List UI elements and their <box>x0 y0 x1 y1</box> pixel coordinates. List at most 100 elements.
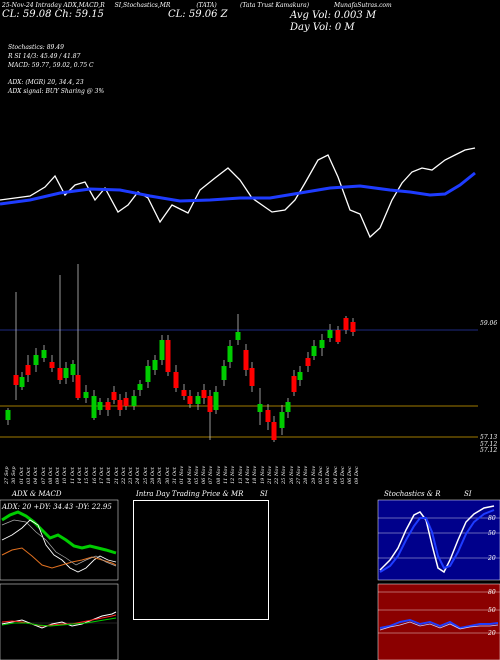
candle-body <box>305 358 311 366</box>
candle-body <box>207 396 213 412</box>
candle-body <box>63 368 69 378</box>
candle-body <box>25 365 31 375</box>
candle-body <box>291 376 297 392</box>
close-left: CL: 59.08 Ch: 59.15 <box>2 9 104 20</box>
price-tick-high: 59.06 <box>480 320 498 327</box>
date-label: 11 Oct <box>69 467 76 484</box>
chart-link-symbol[interactable]: (TATA) <box>196 2 217 9</box>
candle-body <box>265 410 271 422</box>
adx-signal-info: ADX signal: BUY Sharing @ 3% <box>8 88 105 95</box>
stoch-axis-20: 20 <box>488 555 496 562</box>
date-label: 17 Oct <box>98 467 105 484</box>
chart-link-intraday[interactable]: 25-Nov-24 Intraday <box>2 2 62 9</box>
adx-info: ADX: (MGR) 20, 34.4, 23 <box>8 79 84 86</box>
date-label: 28 Oct <box>150 467 156 484</box>
candle-body <box>83 392 89 398</box>
date-label: 06 Nov <box>201 465 208 484</box>
date-label: 27 Nov <box>296 465 302 484</box>
date-label: 08 Oct <box>47 467 54 484</box>
date-label: 15 Oct <box>84 467 91 484</box>
candle-body <box>5 410 11 420</box>
price-close: CL: 59.06 Z <box>168 9 228 20</box>
date-label: 22 Nov <box>274 465 281 484</box>
date-label: 07 Nov <box>208 465 215 484</box>
candle-body <box>13 375 19 385</box>
adx-panel-values: ADX: 20 +DY: 34.43 -DY: 22.95 <box>2 503 112 511</box>
rsi-axis-80: 80 <box>488 589 496 596</box>
price-tick-low3: 57.12 <box>480 447 498 454</box>
candle-body <box>335 330 341 342</box>
date-label: 04 Dec <box>332 466 339 484</box>
chart-link-adx[interactable]: ADX,MACD,R <box>63 2 105 9</box>
candle-body <box>70 364 76 375</box>
date-label: 04 Oct <box>33 467 40 484</box>
date-label: 25 Nov <box>281 465 288 484</box>
header-links: 25-Nov-24 Intraday ADX,MACD,R SI,Stochas… <box>2 2 217 9</box>
date-label: 31 Oct <box>171 467 178 484</box>
company-name: (Tata Trust Kamakura) <box>240 2 310 9</box>
candle-body <box>201 390 207 398</box>
date-label: 07 Oct <box>40 467 47 484</box>
candle-body <box>117 400 123 410</box>
intraday-panel-title: Intra Day Trading Price & MR <box>136 490 244 498</box>
macd-line <box>1 611 117 629</box>
date-label: 03 Oct <box>25 467 32 484</box>
candle-body <box>131 396 137 406</box>
stoch-panel-title: Stochastics & R <box>384 490 441 498</box>
date-label: 01 Nov <box>179 465 186 484</box>
date-label: 28 Nov <box>303 465 310 484</box>
candle-body <box>297 372 303 380</box>
price-tick-low2: 57.12 <box>480 441 498 448</box>
candle-body <box>173 372 179 388</box>
date-label: 25 Oct <box>142 467 149 484</box>
candle-body <box>159 340 165 360</box>
date-label: 05 Nov <box>193 465 200 484</box>
date-label: 06 Dec <box>347 466 354 484</box>
candle-body <box>49 362 55 368</box>
candle-body <box>350 322 356 332</box>
stoch-k-line <box>379 505 495 574</box>
stoch-axis-80: 80 <box>488 515 496 522</box>
candle-body <box>319 340 325 348</box>
date-label: 14 Oct <box>77 467 83 484</box>
rsi-signal-line <box>379 621 499 631</box>
candle-body <box>271 422 277 440</box>
date-label: 02 Dec <box>317 466 324 484</box>
candle-body <box>152 360 158 370</box>
candle-body <box>213 392 219 410</box>
price-tick-low1: 57.13 <box>480 434 498 441</box>
date-label: 01 Oct <box>18 467 25 484</box>
candle-body <box>97 402 103 410</box>
date-label: 11 Nov <box>223 465 229 484</box>
date-label: 14 Nov <box>244 465 251 484</box>
macd-signal-line <box>1 614 117 627</box>
date-label: 22 Oct <box>120 467 127 484</box>
date-label: 03 Dec <box>325 466 332 484</box>
date-label: 21 Nov <box>266 465 273 484</box>
rsi-line <box>379 618 499 630</box>
date-label: 30 Oct <box>164 467 171 484</box>
candle-body <box>195 396 201 404</box>
candle-body <box>343 318 349 330</box>
candle-body <box>257 404 263 412</box>
candle-body <box>311 346 317 356</box>
day-vol: Day Vol: 0 M <box>290 22 355 33</box>
rsi-panel-bg <box>377 583 500 660</box>
candle-body <box>145 366 151 382</box>
date-label: 29 Oct <box>157 467 164 484</box>
date-label: 12 Nov <box>230 465 237 484</box>
date-label: 10 Oct <box>62 467 69 484</box>
source-site[interactable]: MunafaSutras.com <box>334 2 392 9</box>
adx-plus-di-line <box>1 510 117 555</box>
rsi-axis-20: 20 <box>488 630 496 637</box>
candle-body <box>327 330 333 338</box>
date-label: 13 Nov <box>237 465 244 484</box>
rsi-info: R SI 14/3: 45.49 / 41.87 <box>8 53 81 60</box>
candle-body <box>221 366 227 380</box>
stoch-panel-suffix: SI <box>464 490 472 498</box>
candle-body <box>227 346 233 362</box>
date-label: 21 Oct <box>113 467 120 484</box>
date-label: 23 Oct <box>128 467 135 484</box>
chart-link-stochastics[interactable]: SI,Stochastics,MR <box>114 2 171 9</box>
